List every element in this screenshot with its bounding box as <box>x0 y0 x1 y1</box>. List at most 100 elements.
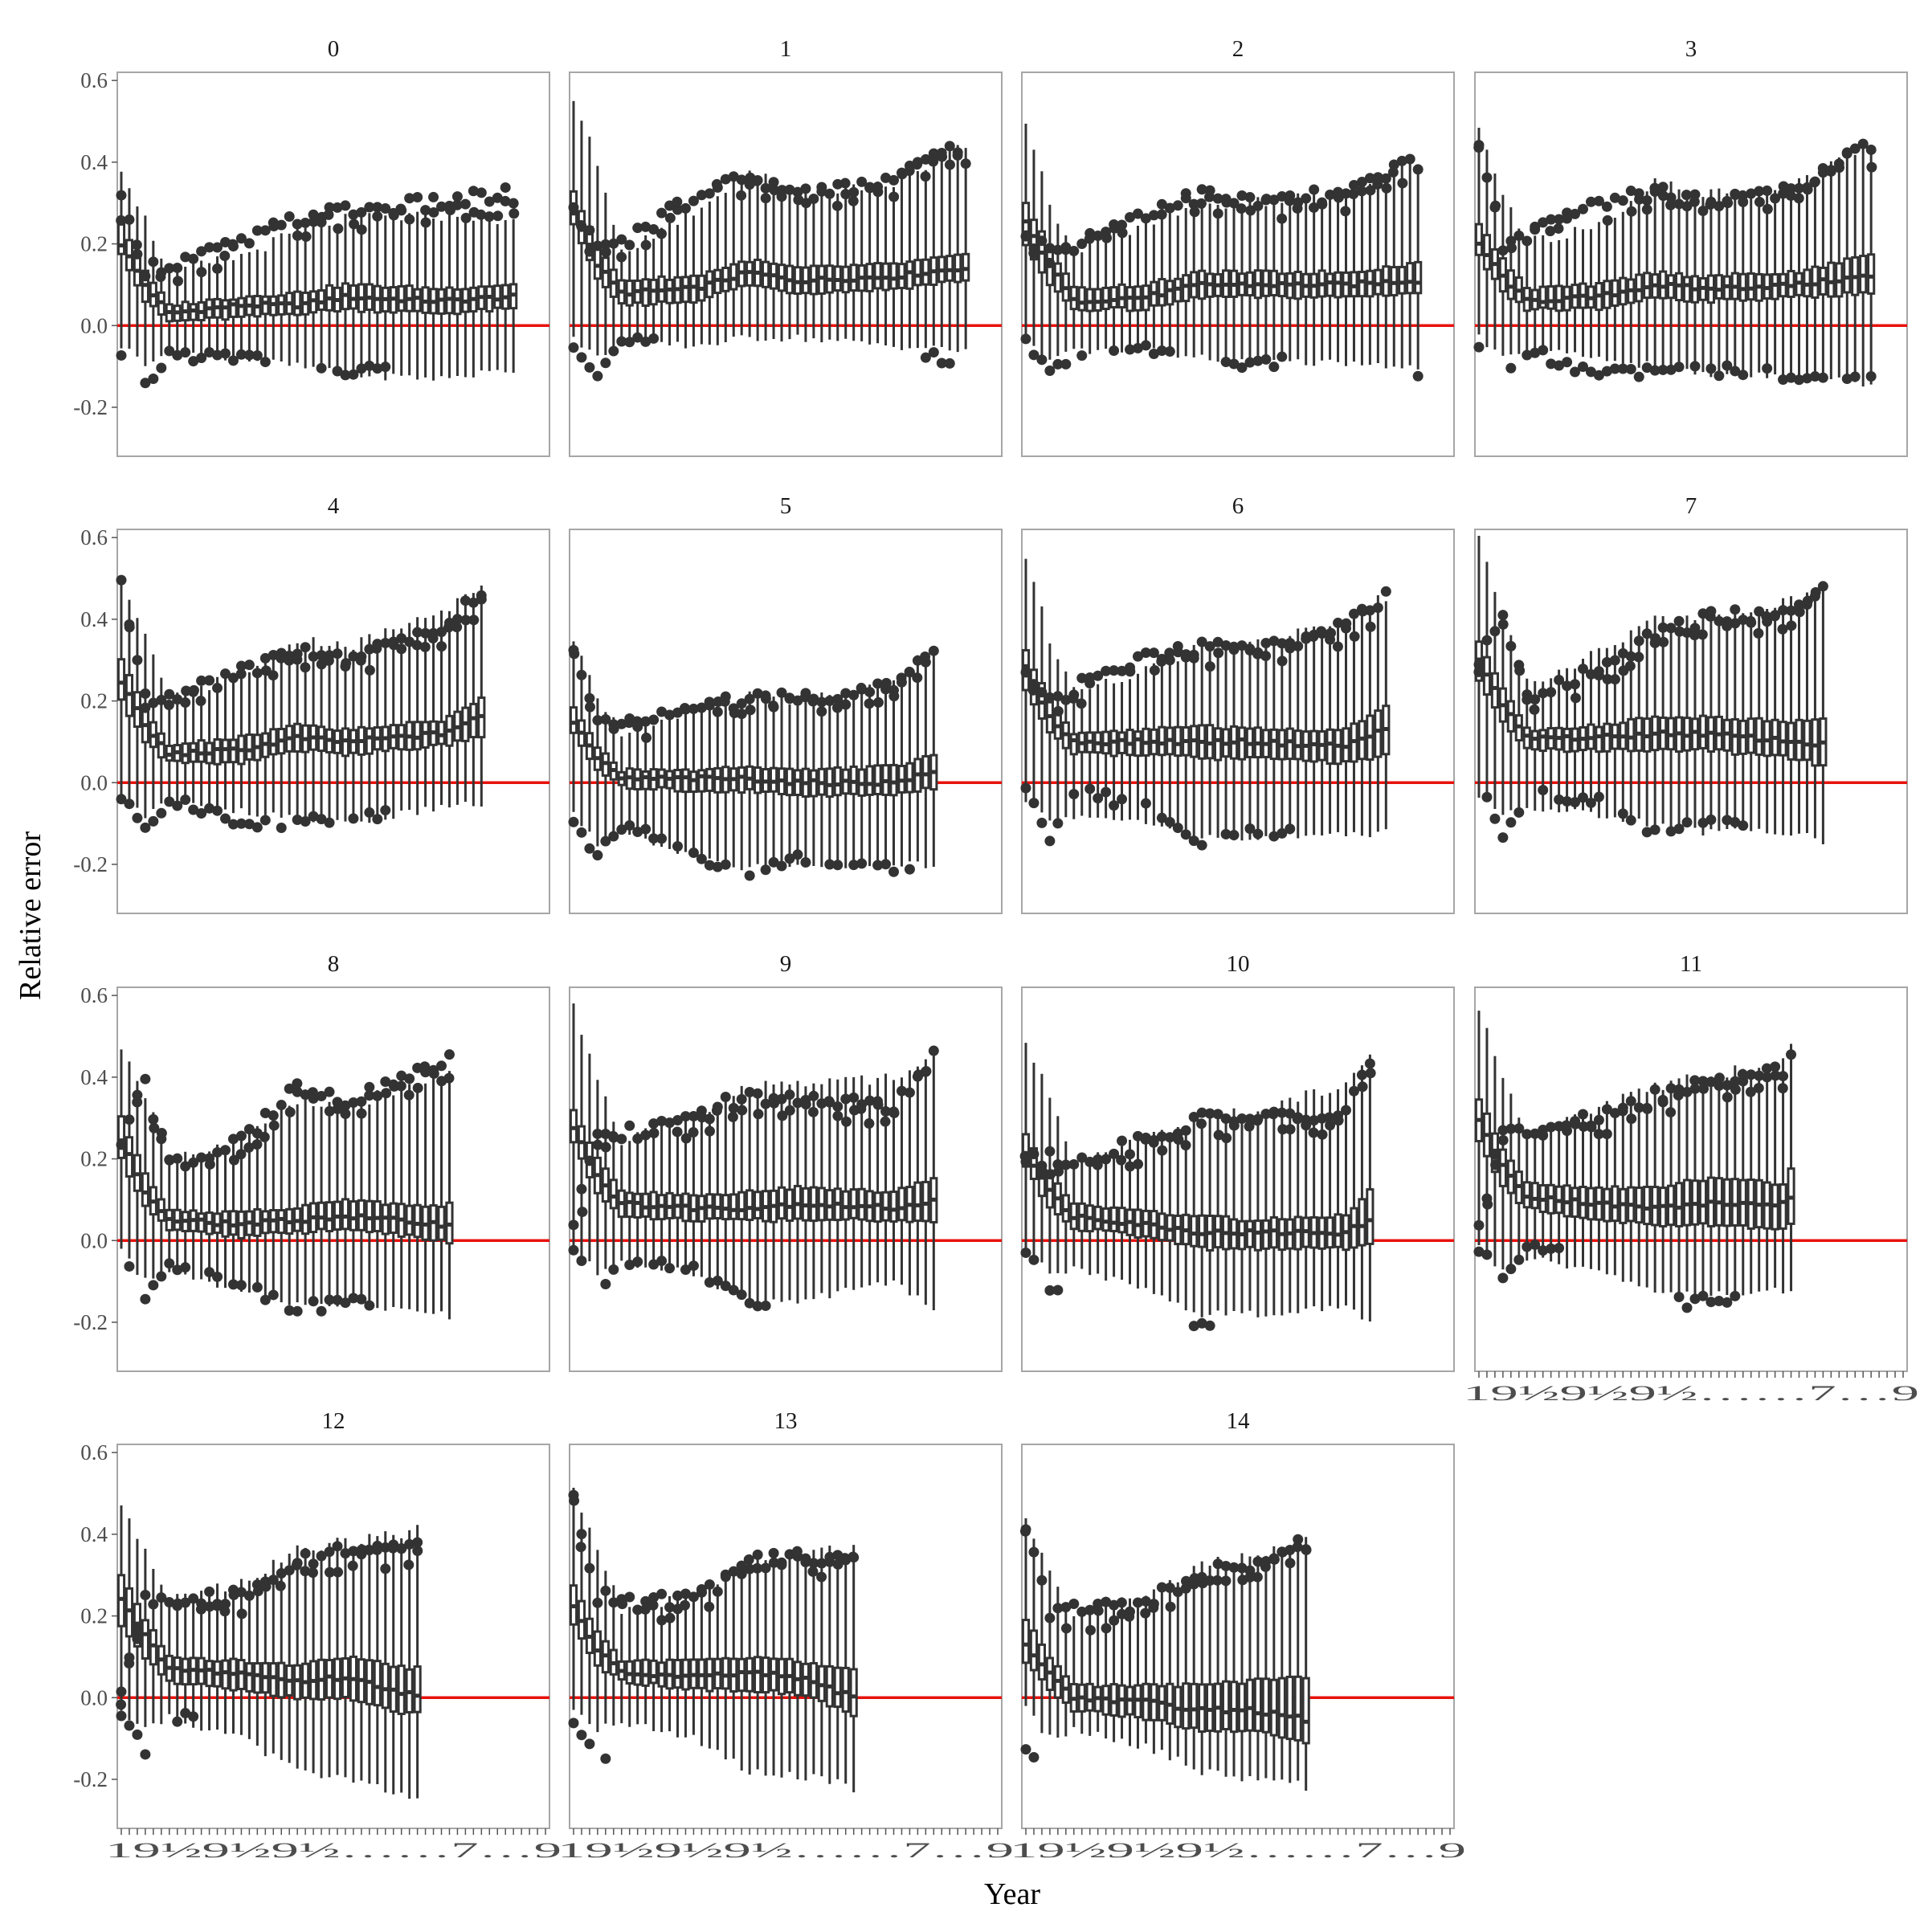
outlier-point <box>1738 370 1749 381</box>
outlier-point <box>476 590 487 601</box>
boxplot-year <box>1252 197 1264 366</box>
outlier-point <box>1140 647 1151 658</box>
boxplot-year <box>1364 1054 1376 1321</box>
boxplot-year <box>476 187 487 371</box>
outlier-point <box>904 1087 915 1098</box>
outlier-point <box>348 209 359 220</box>
outlier-point <box>1769 611 1780 622</box>
outlier-point <box>672 841 683 852</box>
facet-strip-label: 5 <box>780 493 792 519</box>
outlier-point <box>1020 1744 1031 1755</box>
outlier-point <box>1276 1107 1288 1118</box>
outlier-point <box>832 860 844 871</box>
outlier-point <box>1052 1285 1064 1296</box>
outlier-point <box>1489 1149 1501 1160</box>
outlier-point <box>1317 1129 1328 1140</box>
iqr-box <box>1498 1148 1507 1187</box>
outlier-point <box>155 272 166 283</box>
outlier-point <box>768 177 779 188</box>
boxplot-year <box>1093 670 1104 818</box>
iqr-box <box>1698 714 1708 750</box>
boxplot-year <box>1195 1107 1207 1329</box>
iqr-box <box>1190 1215 1199 1248</box>
outlier-point <box>355 655 366 666</box>
boxplot-year <box>451 191 463 377</box>
outlier-point <box>1020 1247 1031 1258</box>
outlier-point <box>1754 186 1765 197</box>
iqr-box <box>1301 1677 1310 1745</box>
outlier-point <box>307 1567 318 1579</box>
boxplot-year <box>1348 1072 1359 1310</box>
outlier-point <box>1164 1132 1175 1143</box>
boxplot-year <box>268 1559 279 1754</box>
boxplot-year <box>1785 183 1797 383</box>
boxplot-year <box>243 1124 255 1293</box>
boxplot-year <box>840 688 852 868</box>
outlier-point <box>808 1558 819 1569</box>
outlier-point <box>1538 1245 1549 1256</box>
outlier-point <box>1505 1123 1517 1134</box>
outlier-point <box>1132 1597 1143 1608</box>
outlier-point <box>648 833 660 844</box>
outlier-point <box>156 807 167 819</box>
outlier-point <box>1554 214 1565 225</box>
outlier-point <box>1714 201 1725 212</box>
boxplot-year <box>1164 1132 1175 1302</box>
outlier-point <box>1188 1112 1199 1123</box>
iqr-box <box>1414 260 1423 295</box>
outlier-point <box>1293 1534 1304 1545</box>
outlier-point <box>324 1566 335 1578</box>
iqr-box <box>469 702 478 739</box>
outlier-point <box>592 1139 603 1150</box>
boxplot-year <box>1101 665 1112 819</box>
boxplot-year <box>140 1548 151 1760</box>
outlier-point <box>832 1558 844 1570</box>
boxplot-year <box>839 178 852 339</box>
outlier-point <box>840 688 852 699</box>
iqr-box <box>1667 274 1676 300</box>
iqr-box <box>1285 1675 1294 1741</box>
boxplot-year <box>1481 1027 1493 1260</box>
outlier-point <box>1705 814 1717 825</box>
outlier-point <box>808 193 819 204</box>
boxplot-year <box>220 668 231 824</box>
outlier-point <box>124 1658 135 1669</box>
boxplot-year <box>1148 1132 1159 1294</box>
outlier-point <box>1228 830 1240 841</box>
outlier-point <box>1020 667 1031 678</box>
outlier-point <box>1252 648 1264 660</box>
boxplot-year <box>640 716 652 839</box>
boxplot-year <box>1513 1117 1525 1265</box>
boxplot-year <box>372 202 383 374</box>
outlier-point <box>1140 1595 1151 1607</box>
iqr-box <box>889 763 898 797</box>
boxplot-year <box>848 184 860 341</box>
outlier-point <box>235 1280 247 1291</box>
outlier-point <box>1260 353 1272 365</box>
boxplot-year <box>1689 189 1701 375</box>
outlier-point <box>1490 200 1501 211</box>
outlier-point <box>688 1111 699 1122</box>
outlier-point <box>1617 1105 1628 1117</box>
outlier-point <box>616 824 627 835</box>
iqr-box <box>1474 223 1484 256</box>
iqr-box <box>1093 1205 1102 1231</box>
outlier-point <box>1124 1611 1135 1622</box>
outlier-point <box>799 692 811 703</box>
outlier-point <box>131 239 142 251</box>
outlier-point <box>760 1098 771 1109</box>
x-tick-labels-row: 19½9½9½……7…9 <box>105 1839 562 1862</box>
outlier-point <box>823 1096 835 1107</box>
outlier-point <box>1157 1145 1168 1156</box>
boxplot-year <box>1084 1604 1097 1736</box>
boxplot-year <box>1809 176 1820 382</box>
outlier-point <box>872 186 884 198</box>
boxplot-year <box>1730 1065 1741 1301</box>
outlier-point <box>711 178 722 190</box>
outlier-point <box>1561 213 1572 224</box>
outlier-point <box>1617 363 1628 374</box>
iqr-box <box>673 1658 682 1689</box>
boxplot-year <box>1546 678 1557 810</box>
outlier-point <box>1164 816 1175 827</box>
outlier-point <box>768 1547 779 1558</box>
